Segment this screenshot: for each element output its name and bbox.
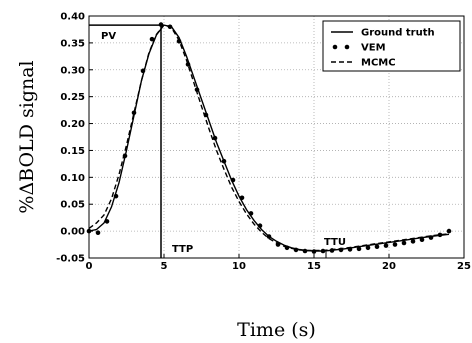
vem-point (365, 245, 371, 251)
y-tick-label: 0.40 (60, 12, 85, 23)
vem-point (446, 228, 452, 234)
y-tick-label: 0.00 (60, 227, 85, 238)
vem-point (248, 211, 254, 216)
vem-point (257, 223, 263, 229)
y-axis-label: %ΔBOLD signal (16, 60, 38, 213)
pv-label: PV (101, 31, 116, 42)
legend-vem-label: VEM (361, 43, 386, 54)
ttp-label: TTP (172, 244, 193, 255)
vem-point (302, 248, 308, 254)
y-tick-label: 0.35 (60, 38, 85, 49)
vem-point (383, 243, 389, 248)
y-tick-label: -0.05 (56, 254, 85, 265)
vem-point (113, 193, 119, 199)
legend-ground-truth-label: Ground truth (361, 28, 435, 39)
vem-point (104, 219, 110, 224)
vem-point (230, 177, 236, 183)
legend-vem-marker (344, 44, 350, 50)
x-tick-label: 25 (457, 261, 471, 272)
x-tick-label: 20 (382, 261, 396, 272)
vem-point (239, 195, 245, 201)
y-tick-label: 0.05 (60, 200, 85, 211)
y-tick-label: 0.15 (60, 146, 85, 157)
x-axis-label: Time (s) (237, 319, 316, 341)
x-tick-label: 10 (232, 261, 246, 272)
vem-point (374, 244, 380, 250)
y-tick-label: 0.20 (60, 119, 85, 130)
vem-point (401, 240, 407, 246)
annotations-layer: PV TTP TTU (89, 24, 346, 258)
mcmc-line (88, 23, 450, 252)
x-tick-label: 15 (307, 261, 321, 272)
vem-point (419, 237, 425, 243)
plot-frame (88, 15, 465, 259)
vem-point (392, 242, 398, 247)
vem-point (131, 110, 137, 116)
vem-point (95, 230, 101, 236)
legend: Ground truth VEM MCMC (322, 20, 461, 72)
ttu-label: TTU (324, 237, 346, 248)
legend-vem-marker (332, 44, 338, 50)
vem-point (149, 36, 155, 42)
x-tick-label: 0 (86, 261, 93, 272)
vem-point (410, 239, 416, 244)
ticks-layer: 0 5 10 15 20 25 -0.05 0.00 0.05 0.10 0.15 0.20 0.25 0… (56, 12, 471, 273)
vem-point (212, 135, 218, 141)
vem-point (266, 234, 272, 239)
vem-point (221, 158, 227, 164)
x-tick-label: 5 (161, 261, 168, 272)
y-tick-label: 0.10 (60, 173, 85, 184)
legend-mcmc-label: MCMC (361, 58, 396, 69)
vem-point (356, 246, 362, 252)
vem-point (437, 232, 443, 238)
y-tick-label: 0.30 (60, 65, 85, 76)
y-tick-label: 0.25 (60, 92, 85, 103)
